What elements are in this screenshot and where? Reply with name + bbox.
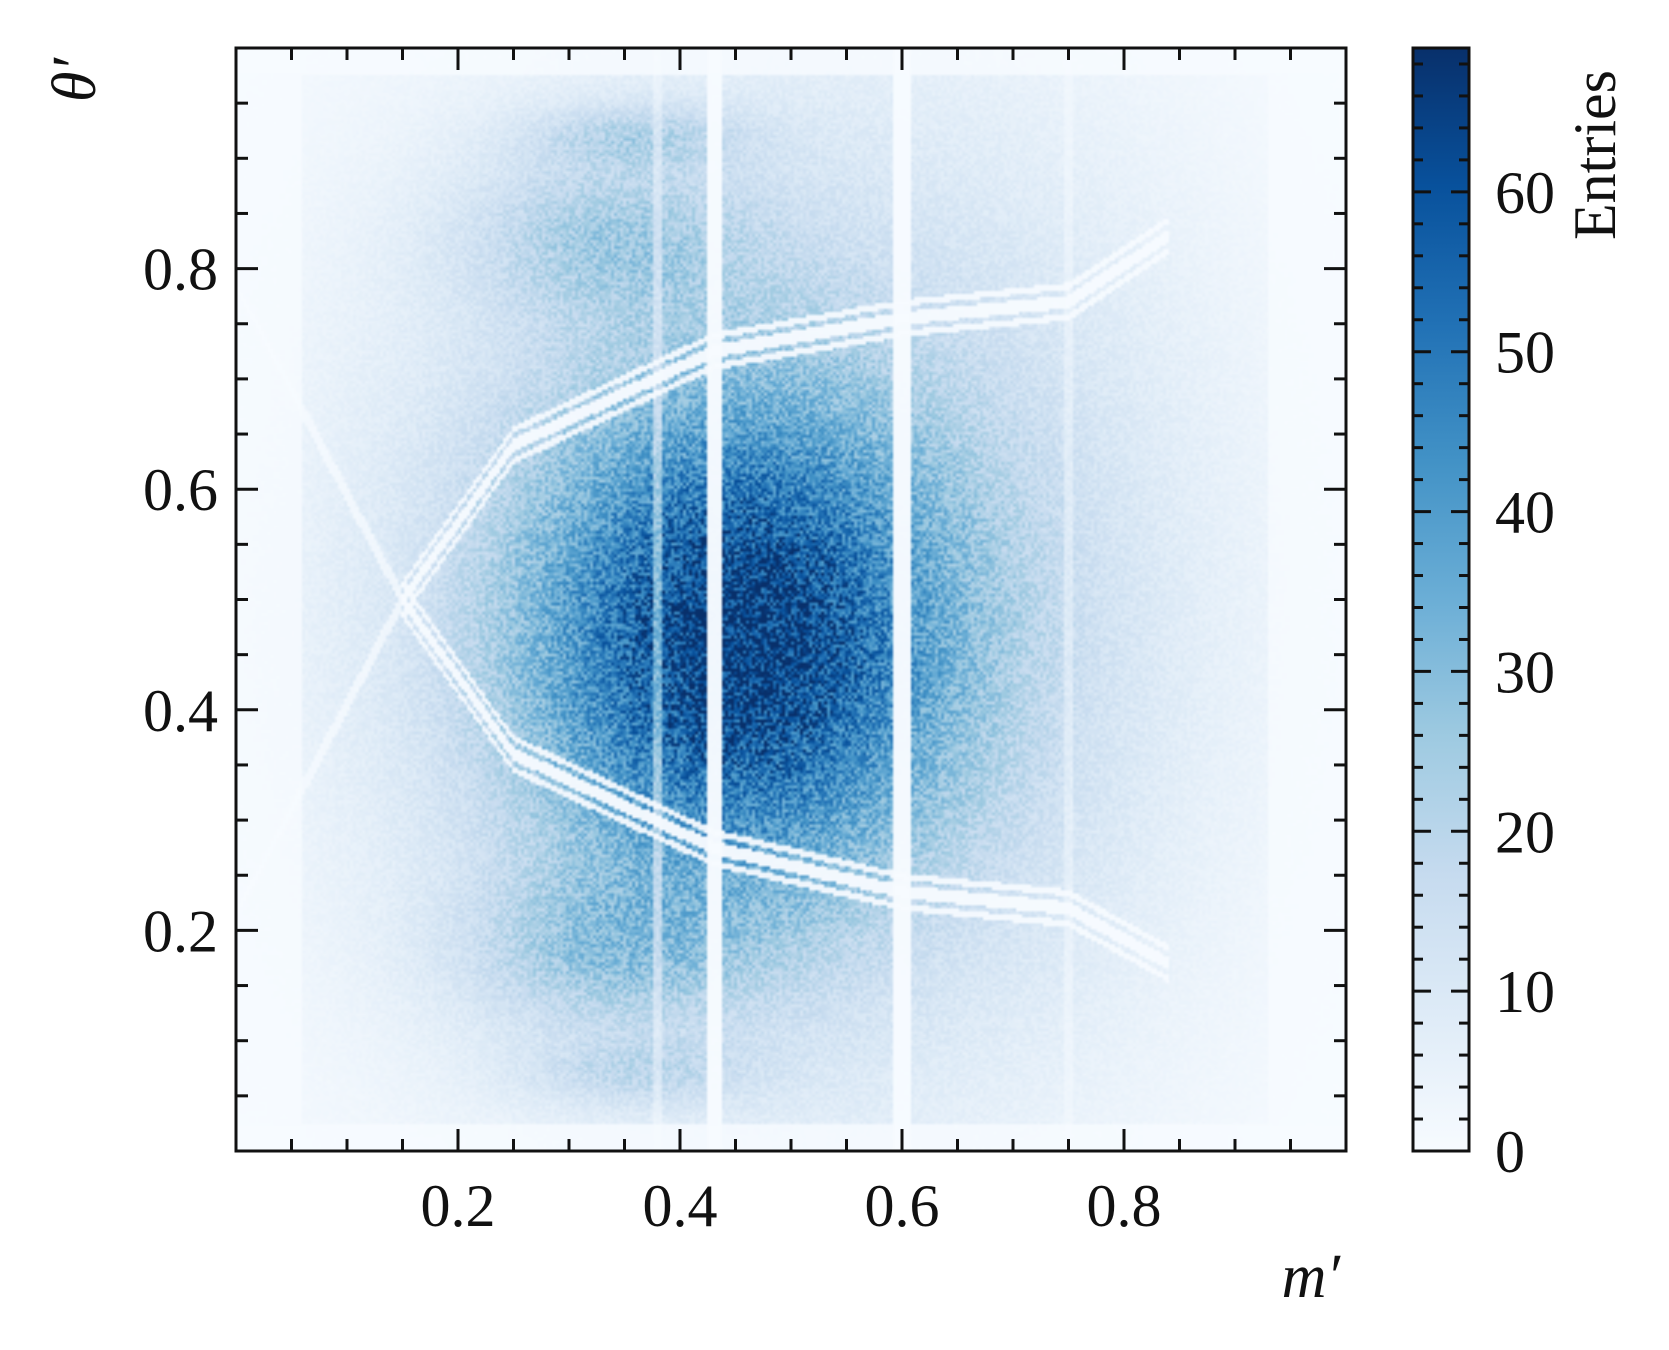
colorbar-tick-label: 60 <box>1495 160 1555 226</box>
colorbar-tick-label: 10 <box>1495 959 1555 1025</box>
y-tick-label: 0.4 <box>143 678 218 744</box>
colorbar-label: Entries <box>1562 70 1628 240</box>
heatmap-canvas <box>236 48 1346 1151</box>
colorbar-tick-label: 40 <box>1495 480 1555 546</box>
x-axis-label: m′ <box>1282 1243 1342 1311</box>
x-axis-ticks: 0.2 0.4 0.6 0.8 <box>290 48 1292 1239</box>
x-tick-label: 0.6 <box>865 1173 940 1239</box>
x-tick-label: 0.4 <box>643 1173 718 1239</box>
colorbar-ticks: 0 10 20 30 40 50 60 <box>1413 62 1555 1185</box>
colorbar-tick-label: 30 <box>1495 639 1555 705</box>
colorbar-tick-label: 0 <box>1495 1119 1525 1185</box>
y-tick-label: 0.6 <box>143 457 218 523</box>
colorbar-tick-label: 20 <box>1495 799 1555 865</box>
colorbar <box>1411 46 1471 1153</box>
heatmap-area <box>236 48 1346 1151</box>
x-tick-label: 0.2 <box>421 1173 496 1239</box>
x-tick-label: 0.8 <box>1087 1173 1162 1239</box>
colorbar-tick-label: 50 <box>1495 320 1555 386</box>
y-tick-label: 0.8 <box>143 237 218 303</box>
y-tick-label: 0.2 <box>143 898 218 964</box>
y-axis-label: θ′ <box>41 57 109 102</box>
y-axis-ticks: 0.2 0.4 0.6 0.8 <box>143 101 1346 1098</box>
